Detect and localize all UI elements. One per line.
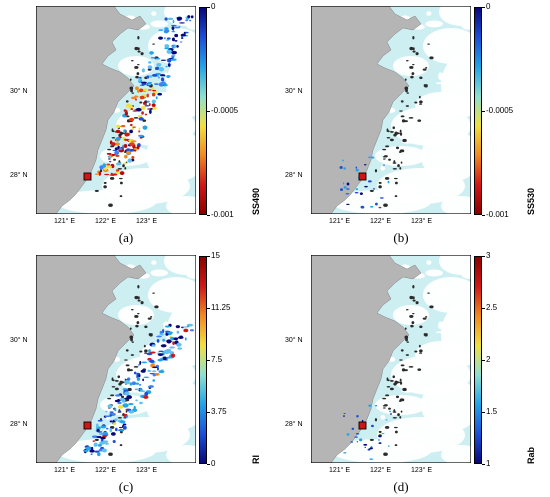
panel-a: 30° N 28° N 121° E 122° E 123° E 0 -0.0005 -0.0…: [0, 0, 275, 248]
map-d: [311, 255, 471, 463]
colorbar-tick-mark: [482, 6, 485, 8]
colorbar-tick-mark: [207, 214, 210, 216]
lat-label: 28° N: [285, 421, 303, 428]
colorbar-tick-mark: [482, 411, 485, 413]
colorbar: [474, 256, 482, 464]
lon-label: 123° E: [411, 467, 433, 474]
panel-c: 30° N 28° N 121° E 122° E 123° E 15 11.25 7.5 3.…: [0, 249, 275, 497]
colorbar-tick-label: -0.0005: [211, 106, 239, 115]
colorbar-tick-label: 7.5: [211, 355, 223, 364]
colorbar-tick-label: 0: [486, 2, 491, 11]
map-b: [311, 6, 471, 214]
lon-label: 122° E: [370, 218, 392, 225]
colorbar-tick-mark: [207, 359, 210, 361]
colorbar-tick-mark: [207, 6, 210, 8]
panel-d: 30° N 28° N 121° E 122° E 123° E 3 2.5 2 1.5 1 Rab…: [275, 249, 550, 497]
colorbar-tick-mark: [207, 463, 210, 465]
colorbar-tick-label: 0: [211, 459, 216, 468]
map-c: [36, 255, 196, 463]
colorbar-tick-label: 2.5: [486, 303, 498, 312]
panel-label: (b): [393, 230, 409, 245]
data-overlay: [343, 404, 392, 460]
colorbar-title: SS530: [526, 187, 536, 215]
colorbar-tick-label: 1: [486, 459, 491, 468]
lat-label: 28° N: [10, 172, 28, 179]
lon-label: 123° E: [136, 467, 158, 474]
colorbar-tick-label: -0.001: [486, 210, 509, 219]
colorbar-tick-mark: [482, 463, 485, 465]
station-marker: [358, 421, 367, 430]
lat-label: 30° N: [285, 88, 303, 95]
map-a: [36, 6, 196, 214]
colorbar-tick-mark: [482, 359, 485, 361]
lon-label: 122° E: [370, 467, 392, 474]
islands: [369, 285, 434, 456]
colorbar-tick-mark: [207, 411, 210, 413]
colorbar-tick-mark: [482, 214, 485, 216]
colorbar-tick-mark: [207, 255, 210, 257]
colorbar-tick-label: -0.001: [211, 210, 234, 219]
lon-label: 121° E: [329, 467, 351, 474]
colorbar-tick-label: 3: [486, 251, 491, 260]
colorbar-tick-label: -0.0005: [486, 106, 514, 115]
colorbar-tick-mark: [207, 307, 210, 309]
colorbar-title: RI: [251, 455, 261, 464]
lat-label: 30° N: [285, 337, 303, 344]
data-overlay: [94, 15, 194, 176]
station-marker: [83, 421, 92, 430]
colorbar-tick-mark: [482, 110, 485, 112]
panel-label: (a): [118, 230, 134, 245]
lon-label: 122° E: [95, 467, 117, 474]
colorbar-tick-mark: [482, 307, 485, 309]
coastline: [36, 6, 147, 214]
colorbar: [474, 7, 482, 215]
colorbar-title: Rab: [526, 446, 536, 464]
panel-label: (d): [393, 479, 409, 494]
lon-label: 123° E: [411, 218, 433, 225]
lat-label: 28° N: [285, 172, 303, 179]
colorbar-tick-mark: [482, 255, 485, 257]
colorbar-tick-label: 1.5: [486, 407, 498, 416]
lon-label: 123° E: [136, 218, 158, 225]
cloud-mask: [331, 255, 471, 463]
lon-label: 121° E: [54, 218, 76, 225]
coastline: [311, 255, 422, 463]
colorbar-title: SS490: [251, 187, 261, 215]
lon-label: 121° E: [329, 218, 351, 225]
lat-label: 30° N: [10, 337, 28, 344]
data-overlay: [339, 156, 390, 209]
lon-label: 121° E: [54, 467, 76, 474]
colorbar-tick-label: 11.25: [211, 303, 231, 312]
coastline: [36, 255, 147, 463]
colorbar-tick-label: 2: [486, 355, 491, 364]
colorbar: [199, 256, 207, 464]
cloud-mask: [331, 6, 471, 214]
islands: [369, 36, 434, 207]
colorbar-tick-label: 3.75: [211, 407, 227, 416]
colorbar-tick-mark: [207, 110, 210, 112]
panel-label: (c): [118, 479, 134, 494]
colorbar-tick-label: 15: [211, 251, 220, 260]
lat-label: 30° N: [10, 88, 28, 95]
data-overlay: [82, 323, 195, 457]
station-marker: [358, 172, 367, 181]
coastline: [311, 6, 422, 214]
station-marker: [83, 172, 92, 181]
panel-b: 30° N 28° N 121° E 122° E 123° E 0 -0.0005 -0.0…: [275, 0, 550, 248]
colorbar: [199, 7, 207, 215]
lat-label: 28° N: [10, 421, 28, 428]
lon-label: 122° E: [95, 218, 117, 225]
colorbar-tick-label: 0: [211, 2, 216, 11]
